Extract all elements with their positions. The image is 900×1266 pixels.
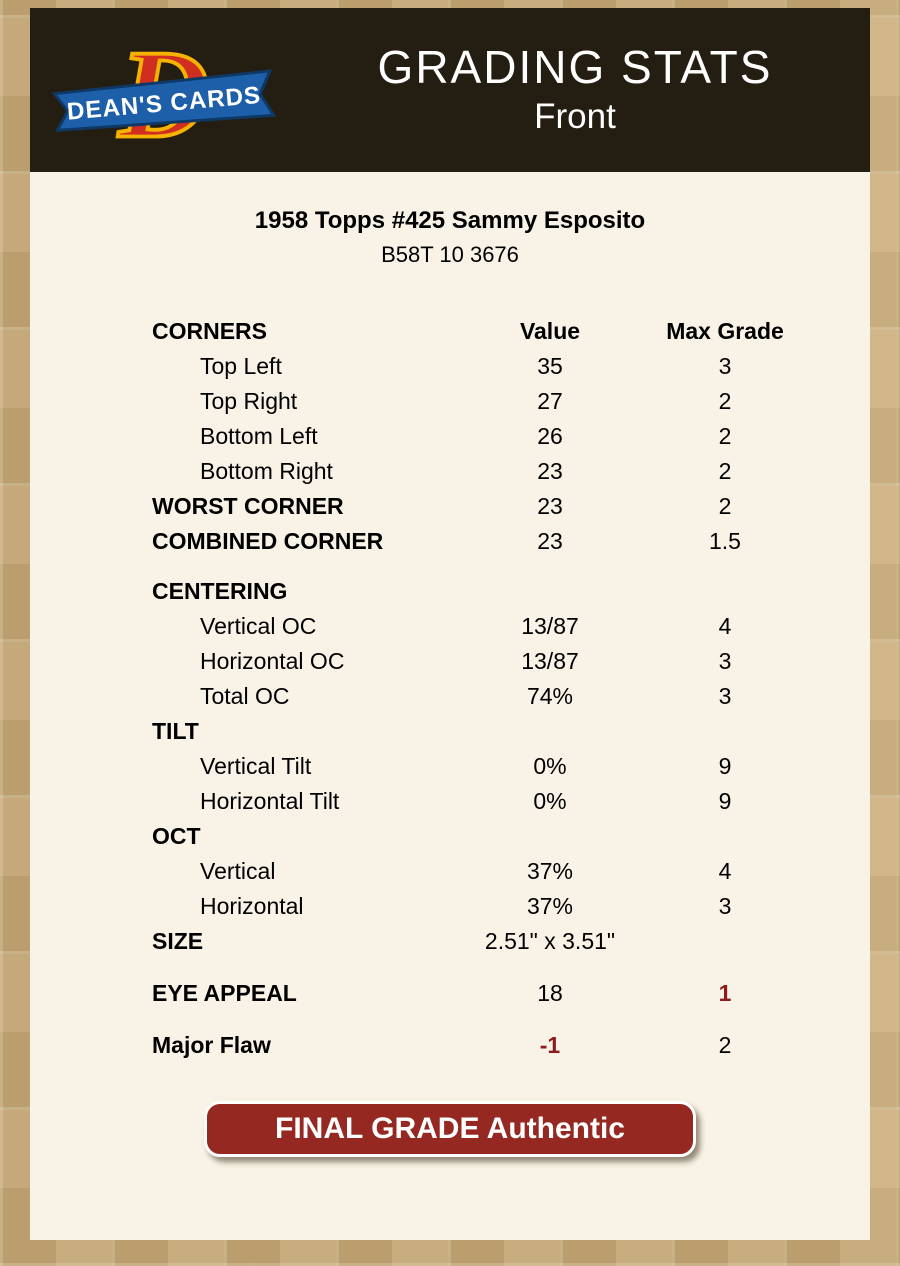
row-label: EYE APPEAL: [152, 980, 297, 1006]
row-max: 1.5: [709, 528, 741, 554]
row-max: 2: [718, 423, 732, 449]
row-label: Major Flaw: [152, 1032, 271, 1058]
row-max: 4: [718, 613, 732, 639]
row-value: 23: [537, 493, 563, 519]
row-label: OCT: [152, 823, 201, 849]
page-title: GRADING STATS: [377, 41, 773, 93]
row-label: Bottom Right: [200, 458, 333, 484]
table-group: Major Flaw -1 2: [152, 1028, 870, 1063]
page-subtitle: Front: [534, 97, 616, 136]
table-row: Major Flaw -1 2: [152, 1028, 870, 1063]
row-value: 13/87: [521, 613, 579, 639]
table-row: Horizontal OC 13/87 3: [152, 644, 870, 679]
row-value: 26: [537, 423, 563, 449]
row-value: Value: [519, 318, 581, 344]
table-group: CENTERING Vertical OC 13/87 4 Horizontal OC 1…: [152, 574, 870, 959]
row-max: 9: [718, 753, 732, 779]
row-max: 2: [718, 388, 732, 414]
row-label: Vertical OC: [200, 613, 317, 639]
table-group: EYE APPEAL 18 1: [152, 976, 870, 1011]
table-row: CORNERS Value Max Grade: [152, 314, 870, 349]
row-label: Horizontal: [200, 893, 304, 919]
table-row: Top Left 35 3: [152, 349, 870, 384]
row-max: Max Grade: [666, 318, 784, 344]
row-max: 2: [718, 493, 732, 519]
row-label: Vertical: [200, 858, 276, 884]
table-row: Vertical 37% 4: [152, 854, 870, 889]
table-row: Total OC 74% 3: [152, 679, 870, 714]
row-value: 18: [537, 980, 563, 1006]
final-grade-wrap: FINAL GRADE Authentic: [30, 1101, 870, 1157]
row-value: 23: [537, 458, 563, 484]
row-value: 2.51" x 3.51": [484, 928, 616, 954]
content-panel: D DEAN'S CARDS GRADING STATS Front 1958 …: [30, 8, 870, 1240]
table-row: Bottom Right 23 2: [152, 454, 870, 489]
grading-table: CORNERS Value Max Grade Top Left 35 3 Top Righ…: [30, 314, 870, 1063]
table-row: Horizontal Tilt 0% 9: [152, 784, 870, 819]
table-row: EYE APPEAL 18 1: [152, 976, 870, 1011]
table-row: WORST CORNER 23 2: [152, 489, 870, 524]
row-max: 2: [718, 458, 732, 484]
table-row: Vertical Tilt 0% 9: [152, 749, 870, 784]
row-value: 37%: [526, 858, 574, 884]
table-row: Top Right 27 2: [152, 384, 870, 419]
card-code: B58T 10 3676: [381, 242, 519, 267]
deans-cards-logo: D DEAN'S CARDS: [30, 25, 298, 155]
table-row: CENTERING: [152, 574, 870, 609]
row-value: 37%: [526, 893, 574, 919]
row-label: Bottom Left: [200, 423, 318, 449]
row-value: 0%: [533, 753, 567, 779]
row-value: 23: [537, 528, 563, 554]
row-max: 3: [718, 893, 732, 919]
table-group: CORNERS Value Max Grade Top Left 35 3 Top Righ…: [152, 314, 870, 559]
row-label: WORST CORNER: [152, 493, 344, 519]
row-value: 0%: [533, 788, 567, 814]
table-row: Vertical OC 13/87 4: [152, 609, 870, 644]
row-value: 13/87: [521, 648, 579, 674]
row-label: Top Right: [200, 388, 298, 414]
table-row: Horizontal 37% 3: [152, 889, 870, 924]
row-max: 2: [718, 1032, 732, 1058]
row-label: Total OC: [200, 683, 290, 709]
table-row: Bottom Left 26 2: [152, 419, 870, 454]
row-label: Top Left: [200, 353, 282, 379]
final-grade-button[interactable]: FINAL GRADE Authentic: [204, 1101, 696, 1157]
header-bar: D DEAN'S CARDS GRADING STATS Front: [30, 8, 870, 172]
table-row: TILT: [152, 714, 870, 749]
card-title: 1958 Topps #425 Sammy Esposito: [254, 207, 646, 234]
card-info: 1958 Topps #425 Sammy Esposito B58T 10 3…: [30, 206, 870, 270]
row-label: COMBINED CORNER: [152, 528, 384, 554]
row-max: 3: [718, 353, 732, 379]
logo-ribbon: [51, 69, 277, 132]
row-label: CORNERS: [152, 318, 268, 344]
row-max: 1: [718, 980, 732, 1006]
table-row: SIZE 2.51" x 3.51": [152, 924, 870, 959]
row-label: Horizontal OC: [200, 648, 345, 674]
row-label: Horizontal Tilt: [200, 788, 340, 814]
row-value: 27: [537, 388, 563, 414]
row-label: TILT: [152, 718, 199, 744]
row-value: 74%: [526, 683, 574, 709]
row-label: Vertical Tilt: [200, 753, 312, 779]
row-max: 3: [718, 648, 732, 674]
row-value: -1: [539, 1032, 561, 1058]
row-max: 4: [718, 858, 732, 884]
row-value: 35: [537, 353, 563, 379]
row-max: 3: [718, 683, 732, 709]
row-label: SIZE: [152, 928, 204, 954]
table-row: COMBINED CORNER 23 1.5: [152, 524, 870, 559]
deans-cards-logo-graphic: D DEAN'S CARDS: [51, 25, 277, 155]
header-titles: GRADING STATS Front: [298, 41, 870, 139]
row-label: CENTERING: [152, 578, 288, 604]
table-row: OCT: [152, 819, 870, 854]
row-max: 9: [718, 788, 732, 814]
